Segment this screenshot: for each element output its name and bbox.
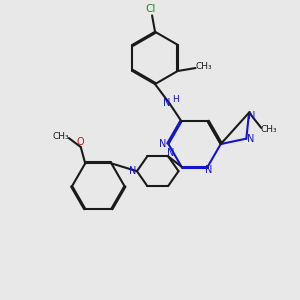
Text: Cl: Cl bbox=[146, 4, 156, 14]
Text: N: N bbox=[167, 148, 174, 158]
Text: CH₃: CH₃ bbox=[52, 132, 69, 141]
Text: N: N bbox=[248, 111, 255, 121]
Text: N: N bbox=[163, 98, 170, 107]
Text: O: O bbox=[77, 137, 85, 147]
Text: N: N bbox=[247, 134, 254, 144]
Text: CH₃: CH₃ bbox=[195, 62, 212, 71]
Text: CH₃: CH₃ bbox=[260, 125, 277, 134]
Text: H: H bbox=[172, 95, 179, 104]
Text: N: N bbox=[129, 166, 136, 176]
Text: N: N bbox=[206, 165, 213, 175]
Text: N: N bbox=[159, 139, 167, 149]
